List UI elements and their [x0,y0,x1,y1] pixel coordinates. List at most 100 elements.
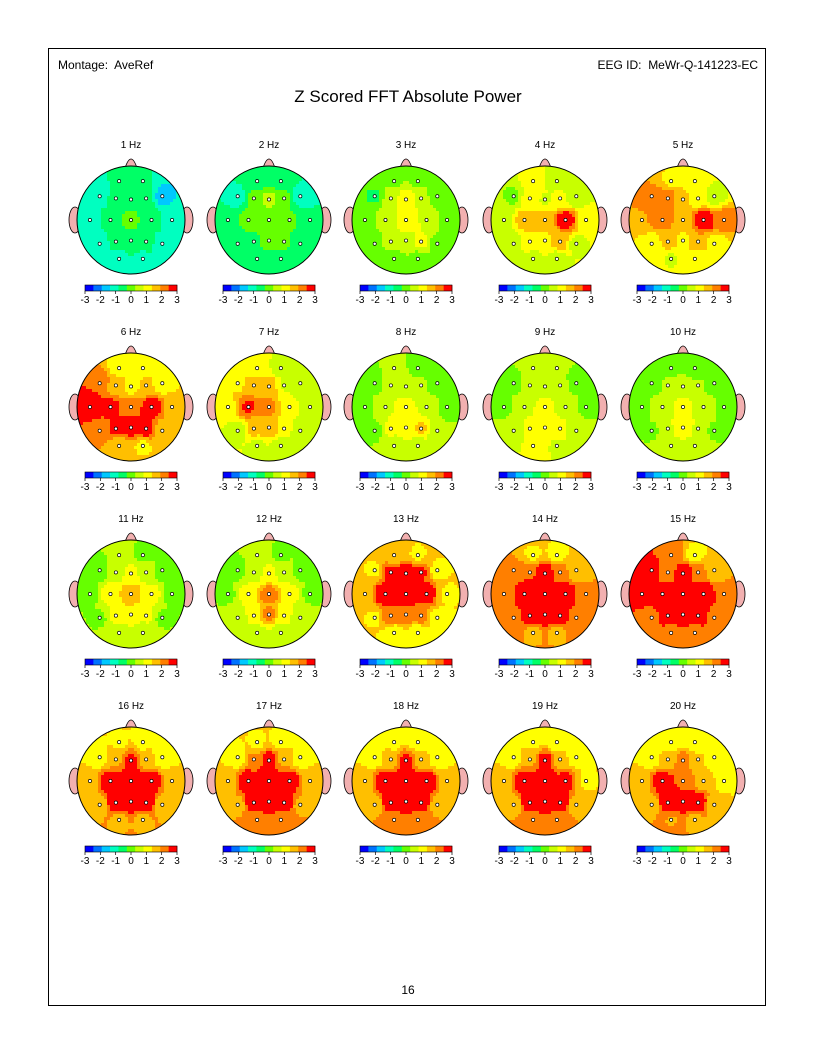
electrode-dot [640,779,644,783]
topomap-field [629,166,737,274]
electrode-dot [722,779,726,783]
electrode-dot [97,615,102,620]
electrode-dot [392,256,397,261]
colorbar-tick-label: -2 [648,669,657,680]
colorbar-tick-label: 1 [144,669,150,680]
electrode-dot [267,758,271,763]
electrode-dot [701,218,706,222]
electrode-dot [669,179,674,184]
electrode-dot [278,179,283,184]
electrode-dot [415,817,420,822]
electrode-dot [226,405,230,409]
head-outline [351,165,461,275]
colorbar-tick-label: 1 [282,295,288,306]
colorbar-tick-label: -3 [81,856,90,867]
electrode-dot [363,779,367,783]
electrode-dot [255,740,260,745]
electrode-dot [372,802,377,807]
colorbar-tick-label: 0 [403,856,409,867]
electrode-dot [543,571,547,576]
electrode-dot [712,194,717,199]
electrode-dot [558,570,563,575]
electrode-dot [445,779,449,783]
colorbar-tick-label: -2 [648,482,657,493]
colorbar-tick-label: -2 [96,295,105,306]
electrode-dot [669,630,674,635]
colorbar-tick-label: -2 [234,856,243,867]
electrode-dot [144,613,149,618]
electrode-dot [388,613,393,618]
colorbar-tick-label: -1 [249,295,258,306]
colorbar-tick-label: 1 [282,856,288,867]
topomap: 12 Hz -3 -2 -1 0 1 2 3 [206,514,332,680]
colorbar-tick-label: 1 [696,295,702,306]
electrode-dot [527,613,532,618]
electrode-dot [722,218,726,222]
topomap: 16 Hz -3 -2 -1 0 1 2 3 [68,701,194,867]
montage-value: AveRef [114,58,153,72]
colorbar-tick-label: -3 [495,482,504,493]
electrode-dot [140,817,145,822]
colorbar-tick-label: -2 [371,856,380,867]
colorbar: -3 -2 -1 0 1 2 3 [219,658,318,680]
electrode-dot [363,405,367,409]
electrode-dot [665,426,670,431]
colorbar-tick-label: -2 [371,669,380,680]
topomap-label: 7 Hz [259,327,280,338]
electrode-dot [681,799,685,804]
electrode-dot [170,405,174,409]
electrode-dot [235,241,240,246]
head-outline [628,726,738,836]
electrode-dot [640,405,644,409]
colorbar-tick-label: -2 [96,669,105,680]
electrode-dot [282,239,287,244]
electrode-dot [419,613,424,618]
topomap-field [629,540,737,648]
electrode-dot [722,405,726,409]
electrode-dot [129,425,133,430]
head-outline [628,539,738,649]
colorbar-tick-label: -2 [510,295,519,306]
electrode-dot [435,755,440,760]
electrode-dot [502,218,506,222]
electrode-dot [383,779,388,783]
electrode-dot [701,592,706,596]
electrode-dot [527,426,532,431]
electrode-dot [97,568,102,573]
electrode-dot [149,592,154,596]
head-outline [490,539,600,649]
electrode-dot [574,615,579,620]
topomap: 19 Hz -3 -2 -1 0 1 2 3 [482,701,608,867]
electrode-dot [563,779,568,783]
head-outline [214,165,324,275]
electrode-dot [117,256,122,261]
colorbar-tick-label: -1 [525,295,534,306]
colorbar-tick-label: 3 [726,856,732,867]
electrode-dot [160,755,165,760]
electrode-dot [88,218,92,222]
colorbar-tick-label: -1 [525,856,534,867]
electrode-dot [701,405,706,409]
topomap-label: 2 Hz [259,140,280,151]
electrode-dot [531,256,536,261]
colorbar-tick-label: -2 [510,669,519,680]
colorbar-tick-label: 1 [696,856,702,867]
electrode-dot [660,779,665,783]
colorbar-tick-label: 0 [542,482,548,493]
electrode-dot [543,238,547,243]
colorbar-tick-label: 0 [266,669,272,680]
colorbar-tick-label: 2 [434,482,440,493]
electrode-dot [522,405,527,409]
electrode-dot [692,366,697,371]
electrode-dot [388,196,393,201]
electrode-dot [246,218,251,222]
electrode-dot [543,197,547,202]
electrode-dot [584,405,588,409]
electrode-dot [563,218,568,222]
colorbar-tick-label: 3 [174,669,180,680]
electrode-dot [255,443,260,448]
electrode-dot [160,428,165,433]
electrode-dot [97,802,102,807]
colorbar: -3 -2 -1 0 1 2 3 [633,471,732,493]
electrode-dot [665,613,670,618]
